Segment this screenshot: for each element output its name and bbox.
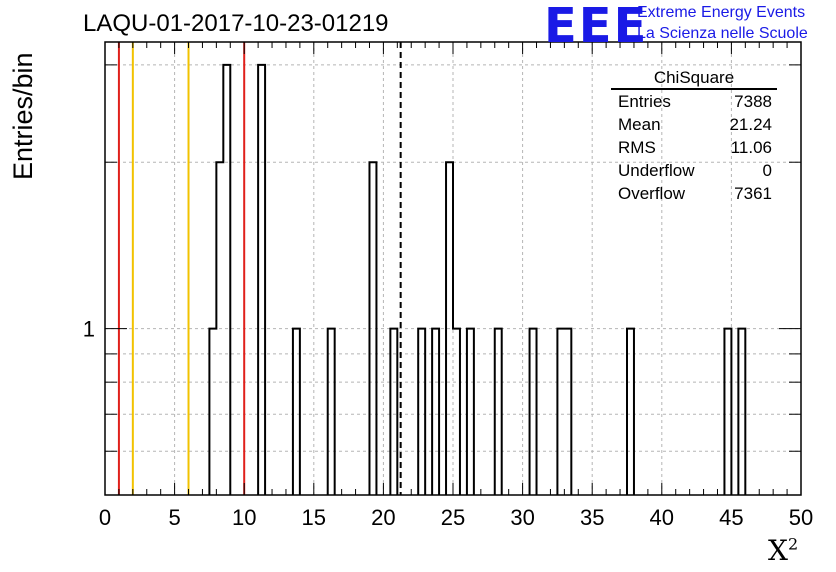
stats-value: 21.24 [729, 115, 772, 134]
histogram-bar [556, 327, 573, 495]
histogram-bar [257, 63, 267, 495]
x-tick-label: 40 [650, 505, 674, 530]
x-axis-label-sup: 2 [787, 534, 799, 554]
x-axis-label-text: X [768, 534, 788, 567]
histogram-bar [368, 161, 378, 495]
x-tick-label: 50 [789, 505, 813, 530]
stats-value: 7388 [734, 92, 772, 111]
histogram-bar [389, 327, 399, 495]
x-tick-label: 25 [441, 505, 465, 530]
stats-row: Underflow 0 [611, 161, 777, 184]
stats-value: 11.06 [730, 138, 772, 157]
histogram-bar [291, 327, 301, 495]
x-tick-label: 30 [510, 505, 534, 530]
histogram-bar [417, 327, 427, 495]
eee-logo: EEE [544, 0, 649, 54]
stats-row: RMS 11.06 [611, 138, 777, 161]
x-tick-label: 0 [99, 505, 111, 530]
histogram-bar [626, 327, 635, 495]
logo-line-2: La Scienza nelle Scuole [637, 25, 808, 42]
stats-label: RMS [618, 138, 656, 157]
reference-lines [117, 42, 402, 495]
chart-title: LAQU-01-2017-10-23-01219 [83, 10, 389, 37]
histogram-bar [737, 327, 747, 495]
stats-label: Underflow [618, 161, 695, 180]
stats-value: 0 [762, 161, 772, 180]
x-tick-label: 15 [302, 505, 326, 530]
histogram-bar [493, 327, 503, 495]
stats-row: Mean 21.24 [611, 115, 777, 138]
stats-row: Overflow 7361 [611, 184, 777, 207]
y-tick-label: 1 [83, 317, 95, 342]
stats-box: ChiSquare Entries 7388 Mean 21.24 RMS 11.06 Un… [611, 68, 777, 207]
histogram-bars [208, 63, 747, 495]
histogram-bar [723, 327, 733, 495]
histogram-bar [445, 161, 461, 495]
x-axis-label: X2 [768, 534, 798, 567]
stats-box-title: ChiSquare [611, 68, 777, 90]
histogram-bar [208, 63, 232, 495]
x-tick-label: 5 [168, 505, 180, 530]
x-tick-label: 45 [719, 505, 743, 530]
x-tick-label: 10 [232, 505, 256, 530]
histogram-bar [528, 327, 538, 495]
stats-label: Overflow [618, 184, 686, 203]
histogram-bar [326, 327, 336, 495]
stats-value: 7361 [734, 184, 772, 203]
stats-label: Entries [618, 92, 671, 111]
y-axis-label: Entries/bin [8, 52, 38, 180]
histogram-bar [431, 327, 441, 495]
stats-row: Entries 7388 [611, 92, 777, 115]
histogram-bar [465, 327, 475, 495]
stats-label: Mean [618, 115, 661, 134]
x-tick-label: 20 [371, 505, 395, 530]
x-tick-label: 35 [580, 505, 604, 530]
axes: 0 5 10 15 20 25 30 35 40 45 50 1 [83, 41, 813, 530]
logo-line-1: Extreme Energy Events [637, 4, 806, 21]
